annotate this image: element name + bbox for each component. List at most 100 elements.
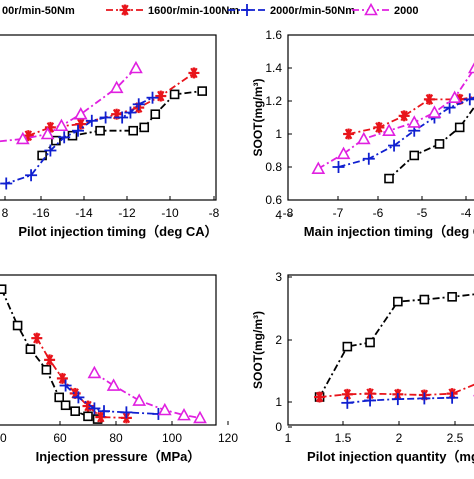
data-point [313, 163, 324, 173]
x-tick-label: 80 [109, 431, 123, 445]
data-point [100, 112, 112, 124]
data-point [56, 120, 67, 130]
y-tick-label: 0.8 [265, 160, 282, 174]
data-point [140, 123, 148, 131]
x-axis-label: Injection pressure（MPa） [36, 449, 201, 464]
x-tick-label: -14 [75, 206, 93, 220]
data-point [469, 63, 474, 73]
data-point [171, 90, 179, 98]
y-axis-label: SOOT(mg/m³) [251, 79, 265, 157]
data-point [394, 298, 402, 306]
x-tick-label: 60 [53, 431, 67, 445]
x-tick-label: 100 [162, 431, 182, 445]
x-tick-label: -16 [32, 206, 50, 220]
data-point [75, 119, 86, 130]
series-line [28, 73, 194, 136]
data-point [338, 148, 349, 158]
plot-area [313, 58, 474, 183]
data-point [75, 109, 86, 119]
legend-label: 2000 [394, 5, 418, 17]
data-point [464, 93, 474, 105]
x-axis-label: Pilot injection timing（deg CA） [18, 224, 217, 239]
data-point [373, 122, 384, 133]
y-tick-label: 0 [275, 420, 282, 434]
data-point [195, 412, 206, 422]
data-point [134, 395, 145, 405]
data-point [366, 339, 374, 347]
data-point [399, 110, 410, 121]
data-point [364, 394, 376, 406]
legend-label: 2000r/min-50Nm [270, 5, 355, 17]
y-tick-label: 1.6 [265, 28, 282, 42]
plot-area [0, 63, 206, 192]
x-tick-label: 1 [285, 431, 292, 445]
x-tick-label: -4 [461, 206, 472, 220]
data-point [420, 296, 428, 304]
data-point [448, 293, 456, 301]
plot-frame [288, 35, 474, 200]
y-tick-label: 2 [275, 333, 282, 347]
series-line [389, 93, 474, 179]
data-point [71, 407, 79, 415]
x-axis-label: Main injection timing（deg C [304, 224, 474, 239]
x-tick-label: 120 [218, 431, 238, 445]
data-point [14, 322, 22, 330]
y-tick-label: 1.4 [265, 61, 282, 75]
legend-label: 1600r/min-100Nm [148, 5, 239, 17]
data-point [341, 397, 353, 409]
y-tick-label: 0.6 [265, 193, 282, 207]
data-point [108, 380, 119, 390]
data-point [0, 285, 6, 293]
data-point [409, 117, 420, 127]
series-line [339, 93, 474, 167]
data-point [55, 393, 63, 401]
x-tick-label: 8 [2, 206, 9, 220]
data-point [456, 123, 464, 131]
data-point [42, 366, 50, 374]
x-tick-label: 2.5 [447, 431, 464, 445]
data-point [120, 406, 132, 418]
data-point [62, 401, 70, 409]
chart-panel-3: 406080100120Injection pressure（MPa） [0, 275, 238, 464]
data-point [26, 345, 34, 353]
data-point [0, 178, 12, 190]
legend-item: 2000 [352, 5, 418, 18]
y-tick-label: 1.2 [265, 94, 282, 108]
x-tick-label: -5 [417, 206, 428, 220]
legend: 00r/min-50Nm 1600r/min-100Nm 2000r/min-50N… [0, 4, 418, 17]
data-point [130, 63, 141, 73]
x-tick-label: 2 [396, 431, 403, 445]
x-tick-label: -12 [118, 206, 136, 220]
y-tick-label: 1 [275, 395, 282, 409]
data-point [436, 140, 444, 148]
data-point [198, 87, 206, 95]
legend-item: 2000r/min-50Nm [228, 4, 355, 17]
data-point [444, 102, 456, 114]
legend-label: 00r/min-50Nm [2, 5, 75, 17]
y-tick-label: 4 [275, 208, 282, 222]
x-tick-label: -8 [283, 206, 294, 220]
y-axis-label: SOOT(mg/m³) [251, 311, 265, 389]
series-line [2, 289, 98, 419]
legend-marker [120, 5, 131, 16]
legend-marker [241, 4, 253, 16]
plot-area [314, 290, 474, 409]
y-tick-label: 1 [275, 127, 282, 141]
data-point [410, 151, 418, 159]
data-point [86, 115, 98, 127]
plot-area [0, 285, 205, 423]
x-tick-label: -8 [209, 206, 220, 220]
x-axis-label: Pilot injection quantity（mg [307, 449, 474, 464]
legend-item: 00r/min-50Nm [0, 5, 75, 17]
data-point [84, 412, 92, 420]
plot-frame [288, 275, 474, 425]
x-tick-label: 1.5 [335, 431, 352, 445]
data-point [188, 67, 199, 78]
data-point [343, 343, 351, 351]
legend-item: 1600r/min-100Nm [106, 5, 239, 18]
